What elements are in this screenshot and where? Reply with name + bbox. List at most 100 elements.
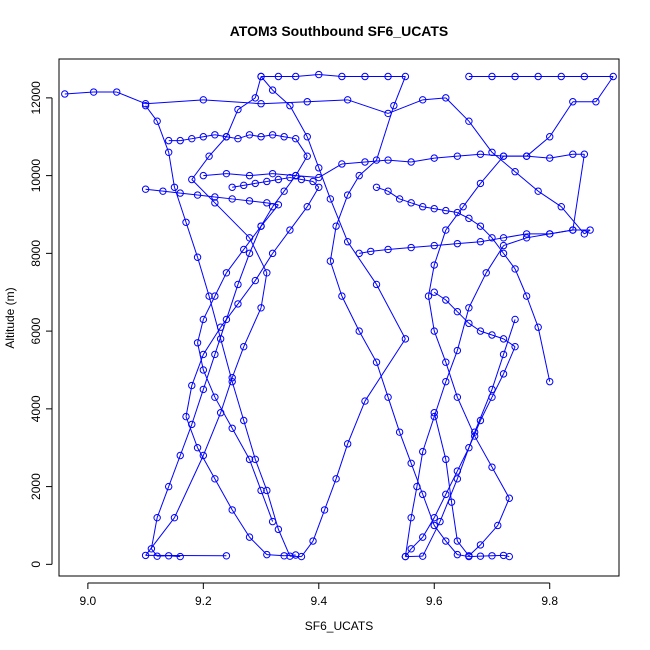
series-segment <box>468 272 487 309</box>
series-segment <box>220 303 239 328</box>
series-segment <box>168 555 181 558</box>
series-segment <box>202 412 222 456</box>
data-point <box>263 199 271 207</box>
series-segment <box>457 554 469 558</box>
data-point <box>222 552 231 560</box>
series-segment <box>260 206 274 227</box>
data-point <box>453 467 462 475</box>
data-point <box>159 187 167 195</box>
series-segment <box>116 91 146 105</box>
data-point <box>211 199 219 207</box>
data-point <box>251 276 259 285</box>
series-segment <box>197 342 204 371</box>
series-segment <box>255 180 267 184</box>
series-segment <box>145 517 175 556</box>
data-point <box>245 249 254 258</box>
data-point <box>557 203 565 211</box>
data-point <box>320 506 329 514</box>
x-tick-label: 9.0 <box>80 594 97 608</box>
series-segment <box>220 377 233 413</box>
series-segment <box>226 136 239 140</box>
data-point <box>384 245 392 254</box>
series-segment <box>318 74 342 77</box>
data-point <box>257 304 265 312</box>
data-point <box>355 171 363 180</box>
data-point <box>297 175 306 184</box>
data-point <box>234 280 242 289</box>
series-segment <box>462 183 481 208</box>
data-point <box>430 513 438 522</box>
data-point <box>384 187 392 195</box>
y-tick-label: 2000 <box>29 473 43 500</box>
data-point <box>401 72 410 81</box>
data-point <box>569 150 577 158</box>
series-segment <box>422 416 435 452</box>
data-point <box>609 72 617 81</box>
data-point <box>384 156 392 164</box>
data-point <box>453 239 462 248</box>
series-segment <box>214 478 233 511</box>
series-segment <box>514 268 528 297</box>
series-segment <box>387 397 401 433</box>
data-point <box>430 288 438 296</box>
data-point <box>499 234 508 242</box>
series-segment <box>249 536 268 555</box>
series-segment <box>503 233 527 239</box>
series-4 <box>147 131 311 561</box>
series-segment <box>329 226 337 262</box>
series-segment <box>376 284 406 340</box>
data-point <box>234 300 242 308</box>
data-point <box>372 183 381 191</box>
series-segment <box>214 272 227 297</box>
data-point <box>257 222 265 230</box>
series-segment <box>364 159 389 163</box>
data-point <box>268 169 277 178</box>
data-point <box>476 179 485 188</box>
series-segment <box>185 385 193 417</box>
series-segment <box>197 447 216 480</box>
series-segment <box>410 536 424 550</box>
series-segment <box>341 161 366 165</box>
data-point <box>592 98 600 106</box>
series-segment <box>312 181 320 188</box>
data-point <box>211 350 219 359</box>
data-point <box>430 409 438 417</box>
data-point <box>390 101 398 110</box>
data-point <box>442 94 450 102</box>
series-segment <box>445 540 458 555</box>
data-point <box>211 475 219 483</box>
data-point <box>465 117 473 125</box>
data-point <box>476 327 485 335</box>
series-segment <box>411 157 435 163</box>
series-segment <box>284 136 296 140</box>
series-segment <box>456 447 470 472</box>
data-point <box>465 552 473 561</box>
data-point <box>164 552 173 560</box>
data-point <box>222 133 231 141</box>
series-segment <box>526 295 539 328</box>
series-segment <box>399 431 412 464</box>
series-segment <box>272 229 291 254</box>
data-point <box>465 304 473 312</box>
series-segment <box>156 121 170 153</box>
data-point <box>292 551 300 559</box>
data-point <box>228 377 236 386</box>
data-point <box>430 241 438 250</box>
data-point <box>436 517 444 526</box>
y-tick-label: 0 <box>29 561 43 568</box>
series-segment <box>480 153 504 157</box>
data-point <box>286 226 294 234</box>
data-point <box>459 203 467 211</box>
series-segment <box>468 420 481 448</box>
series-segment <box>174 455 204 518</box>
series-segment <box>226 249 245 274</box>
data-point <box>170 183 179 191</box>
series-segment <box>497 498 510 526</box>
series-segment <box>324 478 337 511</box>
data-point <box>193 444 202 452</box>
series-segment <box>434 243 458 247</box>
data-point <box>355 327 363 335</box>
data-point <box>395 195 404 203</box>
series-segment <box>197 257 210 297</box>
data-point <box>338 72 346 81</box>
